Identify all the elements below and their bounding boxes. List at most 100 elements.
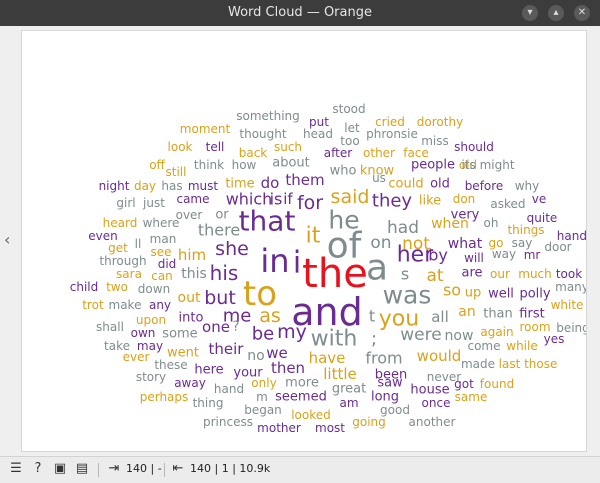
cloud-word[interactable]: by [428,246,448,265]
cloud-word[interactable]: more [285,376,319,391]
cloud-word[interactable]: head [303,127,333,141]
cloud-word[interactable]: old [459,158,477,172]
cloud-word[interactable]: so [443,281,461,300]
cloud-word[interactable]: polly [519,287,550,302]
cloud-word[interactable]: too [340,134,359,148]
cloud-word[interactable]: seemed [275,390,327,405]
cloud-word[interactable]: time [225,177,254,192]
cloud-word[interactable]: things [507,223,544,237]
cloud-word[interactable]: shall [96,320,124,334]
cloud-word[interactable]: think [194,158,224,172]
cloud-word[interactable]: had [387,218,419,238]
cloud-word[interactable]: what [448,236,483,252]
cloud-word[interactable]: the [302,251,368,297]
cloud-word[interactable]: moment [180,122,231,136]
cloud-word[interactable]: never [427,370,461,384]
cloud-word[interactable]: stood [332,102,365,116]
cloud-word[interactable]: who [330,164,357,179]
cloud-word[interactable]: but [204,287,236,309]
cloud-word[interactable]: last those [499,357,558,371]
cloud-word[interactable]: your [233,366,263,381]
cloud-word[interactable]: or [215,208,229,223]
cloud-word[interactable]: we [266,344,288,362]
cloud-word[interactable]: be [252,324,275,345]
close-button[interactable]: ✕ [574,5,590,21]
cloud-word[interactable]: some [162,327,197,342]
cloud-word[interactable]: us [372,171,386,185]
cloud-word[interactable]: took [556,267,582,281]
cloud-word[interactable]: her [397,243,434,268]
cloud-word[interactable]: found [480,377,514,391]
cloud-word[interactable]: say [512,236,533,250]
cloud-word[interactable]: over [176,208,203,222]
cloud-word[interactable]: did [158,257,177,271]
cloud-word[interactable]: him [178,246,206,264]
cloud-word[interactable]: once [422,396,451,410]
cloud-word[interactable]: like [419,194,441,209]
cloud-word[interactable]: don [453,192,476,206]
cloud-word[interactable]: may [137,339,163,353]
cloud-word[interactable]: as [259,305,281,327]
cloud-word[interactable]: how [232,158,257,172]
cloud-word[interactable]: must [188,179,219,193]
cloud-word[interactable]: my [277,321,307,343]
cloud-word[interactable]: any [149,298,171,312]
cloud-word[interactable]: white [551,298,584,312]
cloud-word[interactable]: oh [484,216,499,230]
cloud-word[interactable]: are [461,266,482,281]
cloud-word[interactable]: she [215,238,249,260]
cloud-word[interactable]: take [104,339,130,353]
cloud-word[interactable]: door [544,240,571,254]
cloud-word[interactable]: came [176,192,209,206]
cloud-word[interactable]: asked [490,197,525,211]
cloud-word[interactable]: can [151,269,173,283]
cloud-word[interactable]: little [323,365,357,383]
cloud-word[interactable]: out [178,290,201,306]
cloud-word[interactable]: great [332,382,366,397]
cloud-word[interactable]: me [223,306,252,327]
cloud-word[interactable]: girl [116,196,135,210]
cloud-word[interactable]: very [451,208,480,223]
cloud-word[interactable]: princess [203,415,253,429]
cloud-word[interactable]: through [99,254,146,268]
cloud-word[interactable]: mr [524,248,541,262]
cloud-word[interactable]: let [344,121,360,135]
cloud-word[interactable]: was [383,281,432,310]
cloud-word[interactable]: they [372,191,413,212]
report-icon[interactable]: ▤ [75,461,89,476]
cloud-word[interactable]: ? [233,320,240,335]
cloud-word[interactable]: i [293,246,301,281]
cloud-word[interactable]: same [455,390,488,404]
cloud-word[interactable]: one [202,318,230,336]
cloud-word[interactable]: not [402,234,430,254]
cloud-word[interactable]: looked [291,408,331,422]
cloud-word[interactable]: went [167,346,199,361]
cloud-word[interactable]: look [168,140,193,154]
cloud-word[interactable]: made [461,357,495,371]
cloud-word[interactable]: first [519,307,544,322]
cloud-word[interactable]: good [380,403,410,417]
cloud-word[interactable]: again [480,325,513,339]
cloud-word[interactable]: tell [206,140,225,154]
cloud-word[interactable]: hand [214,382,244,396]
cloud-word[interactable]: old [430,177,450,192]
cloud-word[interactable]: people [411,158,455,173]
cloud-word[interactable]: of [327,226,363,267]
cloud-word[interactable]: them [285,171,324,189]
help-icon[interactable]: ? [34,461,42,476]
cloud-word[interactable]: face [403,146,429,160]
cloud-word[interactable]: away [174,376,206,390]
cloud-word[interactable]: his [210,261,239,285]
cloud-word[interactable]: from [365,349,402,368]
cloud-word[interactable]: these [154,358,187,372]
cloud-word[interactable]: yes [544,332,565,346]
cloud-word[interactable]: our [490,267,510,281]
cloud-word[interactable]: could [388,177,423,192]
cloud-word[interactable]: own [131,326,156,340]
cloud-word[interactable]: being [556,321,586,335]
cloud-word[interactable]: now [445,328,474,344]
cloud-word[interactable]: make [109,298,142,312]
cloud-word[interactable]: most [315,421,345,435]
cloud-word[interactable]: t [369,307,375,326]
cloud-word[interactable]: thought [239,127,286,141]
